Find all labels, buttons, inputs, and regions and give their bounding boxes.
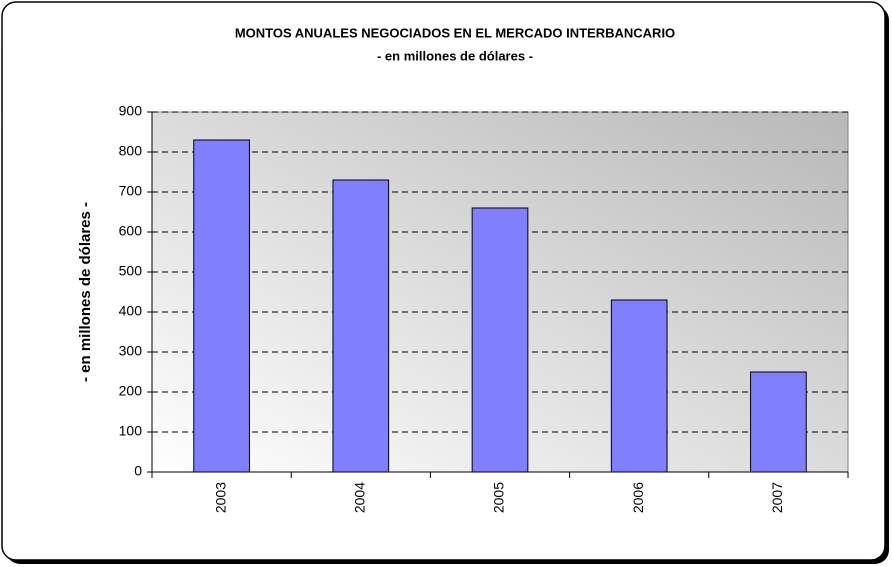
- bar: [193, 139, 250, 473]
- y-tick-label: 200: [119, 383, 143, 399]
- x-tick-label: 2005: [491, 482, 507, 513]
- bar: [610, 299, 668, 473]
- bar: [471, 207, 529, 473]
- y-tick-label: 600: [119, 223, 143, 239]
- bar: [332, 179, 390, 473]
- bar: [750, 371, 807, 473]
- y-tick-label: 800: [119, 143, 143, 159]
- chart-title: MONTOS ANUALES NEGOCIADOS EN EL MERCADO …: [235, 25, 675, 40]
- y-axis-title: - en millones de dólares -: [77, 202, 94, 382]
- x-tick-label: 2007: [769, 482, 785, 513]
- y-tick-label: 300: [119, 343, 143, 359]
- y-tick-label: 700: [119, 183, 143, 199]
- x-tick-label: 2004: [352, 482, 368, 513]
- x-tick-label: 2006: [630, 482, 646, 513]
- y-tick-label: 500: [119, 263, 143, 279]
- chart-subtitle: - en millones de dólares -: [377, 48, 533, 63]
- y-tick-label: 400: [119, 303, 143, 319]
- x-tick-label: 2003: [212, 482, 228, 513]
- y-tick-label: 900: [119, 103, 143, 119]
- y-tick-label: 0: [134, 463, 142, 479]
- y-tick-label: 100: [119, 423, 143, 439]
